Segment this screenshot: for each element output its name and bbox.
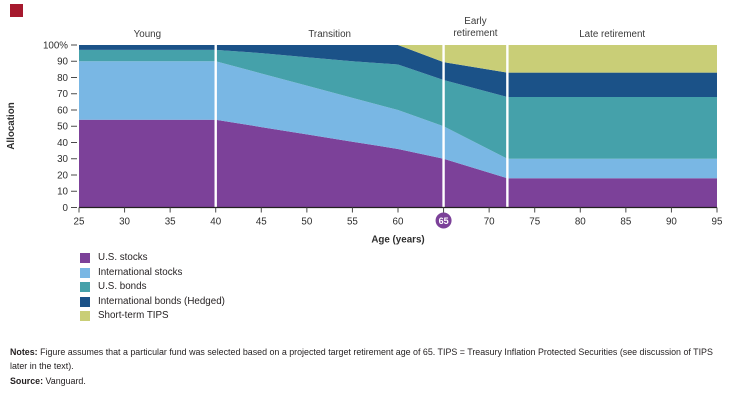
y-tick-label: 20: [57, 170, 68, 181]
x-tick-label: 80: [575, 217, 586, 228]
area-u-s-stocks: [79, 119, 717, 208]
notes-line: Notes: Figure assumes that a particular …: [10, 346, 732, 373]
legend-item: International bonds (Hedged): [80, 295, 225, 307]
y-tick-label: 100%: [43, 40, 68, 51]
y-tick-label: 50: [57, 122, 68, 133]
legend-label: International bonds (Hedged): [98, 295, 225, 307]
y-tick-label: 60: [57, 105, 68, 116]
y-tick-label: 40: [57, 138, 68, 149]
y-tick-label: 0: [63, 203, 69, 214]
legend-item: Short-term TIPS: [80, 310, 225, 322]
legend-item: International stocks: [80, 266, 225, 278]
x-tick-label: 45: [256, 217, 267, 228]
y-tick-label: 70: [57, 89, 68, 100]
x-tick-label: 60: [393, 217, 404, 228]
phase-label-young: Young: [134, 29, 161, 40]
y-axis-title: Allocation: [6, 102, 17, 149]
x-tick-label: 90: [666, 217, 677, 228]
legend-swatch: [80, 253, 90, 263]
legend-swatch: [80, 296, 90, 307]
x-tick-label: 85: [620, 217, 631, 228]
allocation-glide-path-chart: Young Transition Early retirement Late retir…: [6, 16, 723, 246]
legend-label: International stocks: [98, 266, 183, 278]
x-tick-label: 75: [529, 217, 540, 228]
chart-legend: U.S. stocks International stocks U.S. bond…: [80, 253, 225, 322]
x-tick-label: 40: [210, 217, 221, 228]
notes-label: Notes:: [10, 347, 38, 357]
legend-label: Short-term TIPS: [98, 310, 169, 322]
source-text: Vanguard.: [45, 376, 86, 386]
y-tick-label: 80: [57, 73, 68, 84]
phase-label-early-retirement: Early retirement: [453, 16, 497, 39]
legend-item: U.S. stocks: [80, 253, 225, 263]
notes-text: Figure assumes that a particular fund wa…: [10, 347, 713, 371]
legend-swatch: [80, 267, 90, 278]
legend-item: U.S. bonds: [80, 281, 225, 293]
legend-label: U.S. bonds: [98, 281, 147, 293]
source-label: Source:: [10, 376, 44, 386]
x-tick-label: 30: [119, 217, 130, 228]
x-tick-label: 25: [74, 217, 85, 228]
source-line: Source: Vanguard.: [10, 375, 732, 389]
x-tick-label: 50: [301, 217, 312, 228]
legend-swatch: [80, 282, 90, 293]
x-tick-label: 55: [347, 217, 358, 228]
x-axis-title: Age (years): [371, 235, 424, 246]
area-international-bonds-hedged: [79, 45, 717, 97]
phase-label-late-retirement: Late retirement: [579, 29, 645, 40]
y-tick-label: 90: [57, 57, 68, 68]
retirement-age-label: 65: [439, 216, 449, 226]
x-tick-label: 35: [165, 217, 176, 228]
retirement-age-marker: [435, 212, 452, 229]
area-international-stocks: [79, 61, 717, 179]
x-tick-label: 95: [712, 217, 723, 228]
area-short-term-tips: [79, 45, 717, 73]
y-tick-label: 30: [57, 154, 68, 165]
legend-swatch: [80, 311, 90, 322]
legend-label: U.S. stocks: [98, 252, 148, 263]
area-u-s-bonds: [79, 49, 717, 159]
figure-notes: Notes: Figure assumes that a particular …: [10, 346, 732, 389]
y-tick-label: 10: [57, 187, 68, 198]
figure-bullet-marker: [10, 4, 23, 17]
x-tick-label: 70: [484, 217, 495, 228]
phase-label-transition: Transition: [308, 29, 351, 40]
